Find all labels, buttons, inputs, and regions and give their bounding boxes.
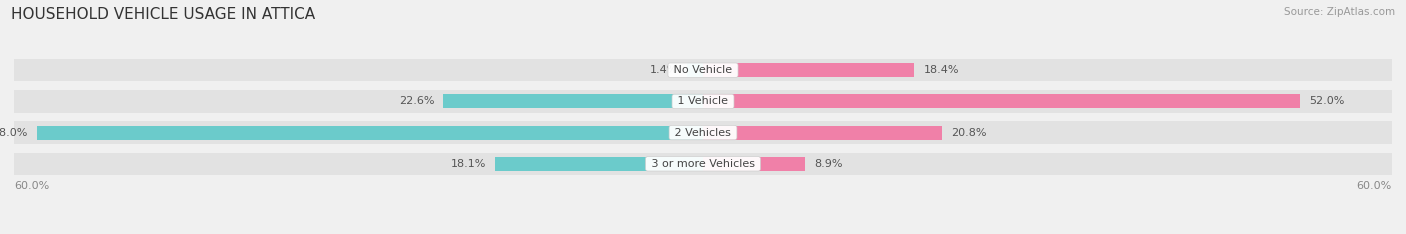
Text: 18.4%: 18.4%: [924, 65, 959, 75]
Text: 20.8%: 20.8%: [950, 128, 987, 138]
Text: 52.0%: 52.0%: [1309, 96, 1344, 106]
Bar: [443, 94, 703, 108]
Text: 60.0%: 60.0%: [1357, 181, 1392, 191]
Bar: [703, 94, 1301, 108]
Bar: [37, 126, 703, 140]
Bar: [688, 63, 703, 77]
Text: No Vehicle: No Vehicle: [671, 65, 735, 75]
Text: 22.6%: 22.6%: [399, 96, 434, 106]
Text: 60.0%: 60.0%: [14, 181, 49, 191]
Bar: [14, 90, 1392, 113]
Text: 2 Vehicles: 2 Vehicles: [671, 128, 735, 138]
Text: Source: ZipAtlas.com: Source: ZipAtlas.com: [1284, 7, 1395, 17]
Bar: [703, 63, 914, 77]
Bar: [14, 121, 1392, 144]
Bar: [703, 126, 942, 140]
Text: 8.9%: 8.9%: [814, 159, 842, 169]
Bar: [703, 157, 806, 171]
Bar: [495, 157, 703, 171]
Text: 58.0%: 58.0%: [0, 128, 28, 138]
Text: HOUSEHOLD VEHICLE USAGE IN ATTICA: HOUSEHOLD VEHICLE USAGE IN ATTICA: [11, 7, 315, 22]
Text: 1.4%: 1.4%: [650, 65, 678, 75]
Text: 18.1%: 18.1%: [450, 159, 486, 169]
Text: 3 or more Vehicles: 3 or more Vehicles: [648, 159, 758, 169]
Text: 1 Vehicle: 1 Vehicle: [675, 96, 731, 106]
Bar: [14, 59, 1392, 81]
Bar: [14, 153, 1392, 175]
